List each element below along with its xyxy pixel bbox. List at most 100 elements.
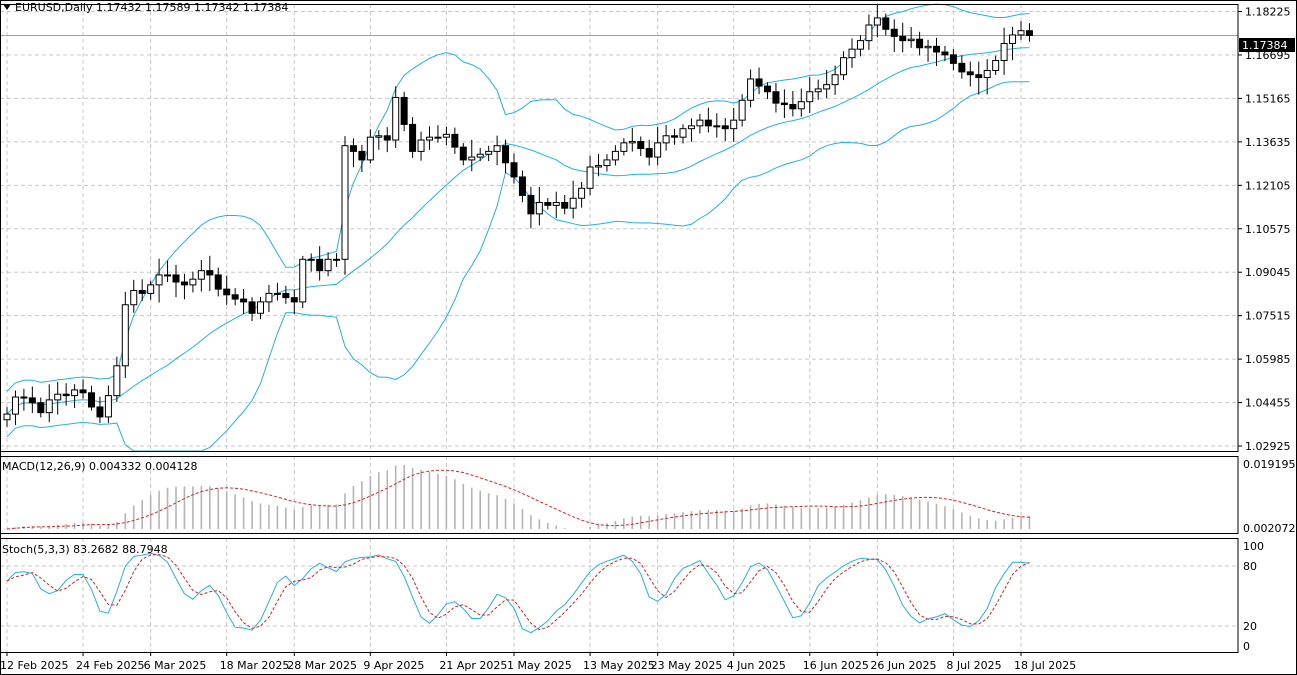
candle-body xyxy=(856,40,864,50)
candle xyxy=(966,61,974,87)
candle-body xyxy=(687,125,695,130)
candle xyxy=(299,255,307,308)
candle-body xyxy=(713,125,721,128)
candle xyxy=(1009,26,1017,61)
candle-body xyxy=(949,54,957,64)
candle-body xyxy=(502,145,510,164)
candle-body xyxy=(679,128,687,138)
grid-lines xyxy=(0,4,1238,652)
candle-body xyxy=(975,74,983,79)
candle xyxy=(316,246,324,281)
candle xyxy=(671,128,679,145)
candle-body xyxy=(383,135,391,141)
candle xyxy=(240,288,248,314)
candle xyxy=(130,279,138,313)
candle xyxy=(924,39,932,62)
candle xyxy=(392,86,400,148)
panel-frame xyxy=(0,4,1239,452)
time-axis-label: 8 Jul 2025 xyxy=(946,659,1001,672)
candle-body xyxy=(814,88,822,93)
candle xyxy=(366,129,374,164)
candle-body xyxy=(721,125,729,130)
candle xyxy=(189,271,197,293)
candle-body xyxy=(426,136,433,141)
time-axis-label: 1 May 2025 xyxy=(507,659,572,672)
candle-body xyxy=(637,140,645,150)
candle xyxy=(79,379,87,399)
candle xyxy=(333,253,341,267)
candle xyxy=(214,267,222,297)
bollinger-lower-line xyxy=(6,81,1030,452)
stoch-title: Stoch(5,3,3) 83.2682 88.7948 xyxy=(2,543,168,556)
candle-body xyxy=(240,298,248,303)
candle-body xyxy=(79,389,87,394)
collapse-triangle-icon[interactable] xyxy=(3,4,11,10)
candle-body xyxy=(518,176,526,196)
candle-body xyxy=(704,119,712,127)
candle-body xyxy=(341,145,349,260)
candle-body xyxy=(180,281,188,286)
candle-body xyxy=(611,150,619,161)
candle xyxy=(721,118,729,142)
candle xyxy=(223,275,231,305)
candle-body xyxy=(510,162,518,178)
candle-body xyxy=(916,38,924,49)
bollinger-middle-line xyxy=(6,47,1030,415)
bollinger-upper-line xyxy=(6,3,1030,392)
candle-body xyxy=(873,17,881,26)
candle xyxy=(62,383,70,406)
candle xyxy=(645,139,653,166)
candle-body xyxy=(290,297,298,303)
candle xyxy=(738,94,746,127)
candle xyxy=(527,186,535,229)
candle-body xyxy=(138,290,146,294)
price-axis-label: 1.07515 xyxy=(1245,310,1291,323)
candle-body xyxy=(96,406,104,418)
candle xyxy=(206,255,214,291)
time-axis-label: 26 Jun 2025 xyxy=(870,659,936,672)
candle-body xyxy=(983,69,991,79)
candle-body xyxy=(789,104,797,110)
time-axis-label: 16 Jun 2025 xyxy=(803,659,869,672)
candle xyxy=(679,124,687,144)
candle-body xyxy=(45,399,53,414)
candle-body xyxy=(400,96,408,125)
candle xyxy=(569,180,577,219)
candle xyxy=(899,22,907,53)
candle xyxy=(696,113,704,134)
time-axis-label: 23 May 2025 xyxy=(651,659,723,672)
candle-body xyxy=(172,274,180,283)
stoch-axis-label: 100 xyxy=(1243,540,1264,553)
candle-body xyxy=(409,123,417,152)
candle xyxy=(814,79,822,100)
candle xyxy=(907,26,915,48)
candle-body xyxy=(992,60,1000,71)
candle-body xyxy=(620,142,628,152)
stochastic-indicator xyxy=(0,552,1238,634)
candle-body xyxy=(476,153,484,158)
ohlc-values: 1.17432 1.17589 1.17342 1.17384 xyxy=(96,1,288,14)
candle xyxy=(831,65,839,95)
candle xyxy=(611,145,619,166)
time-axis-label: 4 Jun 2025 xyxy=(727,659,786,672)
candle-body xyxy=(375,135,383,138)
candle-body xyxy=(755,78,763,87)
candle-body xyxy=(552,202,560,206)
candle xyxy=(434,125,442,143)
candle xyxy=(628,127,636,152)
candle xyxy=(451,127,459,154)
candle-body xyxy=(586,166,594,189)
time-axis-label: 6 Mar 2025 xyxy=(144,659,207,672)
candle xyxy=(730,107,738,142)
candle-body xyxy=(316,258,324,272)
price-axis-label: 1.10575 xyxy=(1245,223,1291,236)
price-axis-label: 1.13635 xyxy=(1245,136,1291,149)
candle xyxy=(231,288,239,306)
candle-body xyxy=(527,194,535,215)
candle-body xyxy=(485,150,493,155)
candle-body xyxy=(780,102,788,106)
candle xyxy=(552,191,560,219)
candle xyxy=(975,61,983,95)
